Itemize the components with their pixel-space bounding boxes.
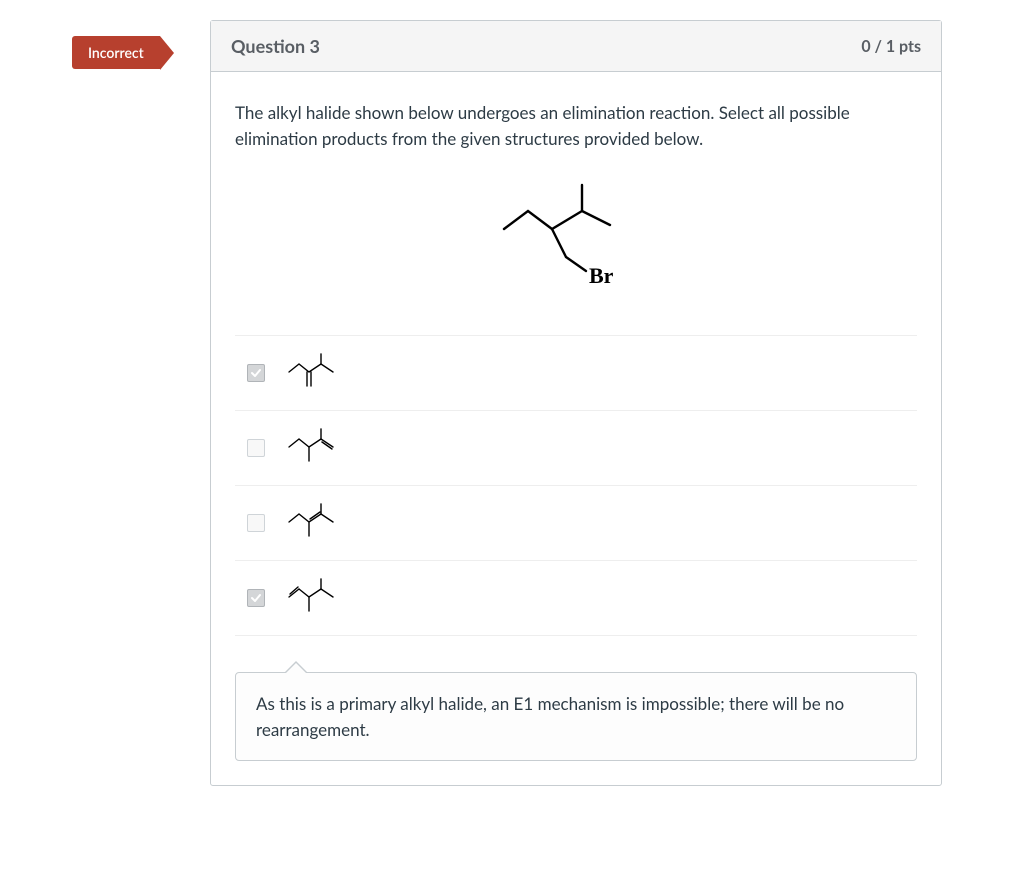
question-wrapper: Incorrect Question 3 0 / 1 pts The alkyl… [82, 20, 942, 786]
answer-list [235, 335, 917, 636]
checkbox-icon [247, 514, 265, 532]
answer-option[interactable] [235, 410, 917, 485]
question-header: Question 3 0 / 1 pts [211, 21, 941, 72]
feedback-box: As this is a primary alkyl halide, an E1… [235, 672, 917, 761]
answer-option[interactable] [235, 560, 917, 636]
feedback-text: As this is a primary alkyl halide, an E1… [256, 693, 844, 740]
answer-structure [283, 575, 339, 621]
answer-structure [283, 425, 339, 471]
question-body: The alkyl halide shown below undergoes a… [211, 72, 941, 785]
answer-structure [283, 350, 339, 396]
svg-text:Br: Br [589, 263, 614, 288]
question-card: Question 3 0 / 1 pts The alkyl halide sh… [210, 20, 942, 786]
question-prompt: The alkyl halide shown below undergoes a… [235, 100, 917, 151]
main-structure: Br [235, 171, 917, 305]
answer-structure [283, 500, 339, 546]
answer-option[interactable] [235, 335, 917, 410]
checkbox-icon [247, 364, 265, 382]
question-points: 0 / 1 pts [861, 37, 921, 56]
checkbox-icon [247, 589, 265, 607]
incorrect-flag: Incorrect [72, 36, 160, 69]
incorrect-flag-label: Incorrect [88, 44, 144, 61]
molecule-svg: Br [486, 171, 666, 301]
answer-option[interactable] [235, 485, 917, 560]
checkbox-icon [247, 439, 265, 457]
question-title: Question 3 [231, 35, 320, 57]
